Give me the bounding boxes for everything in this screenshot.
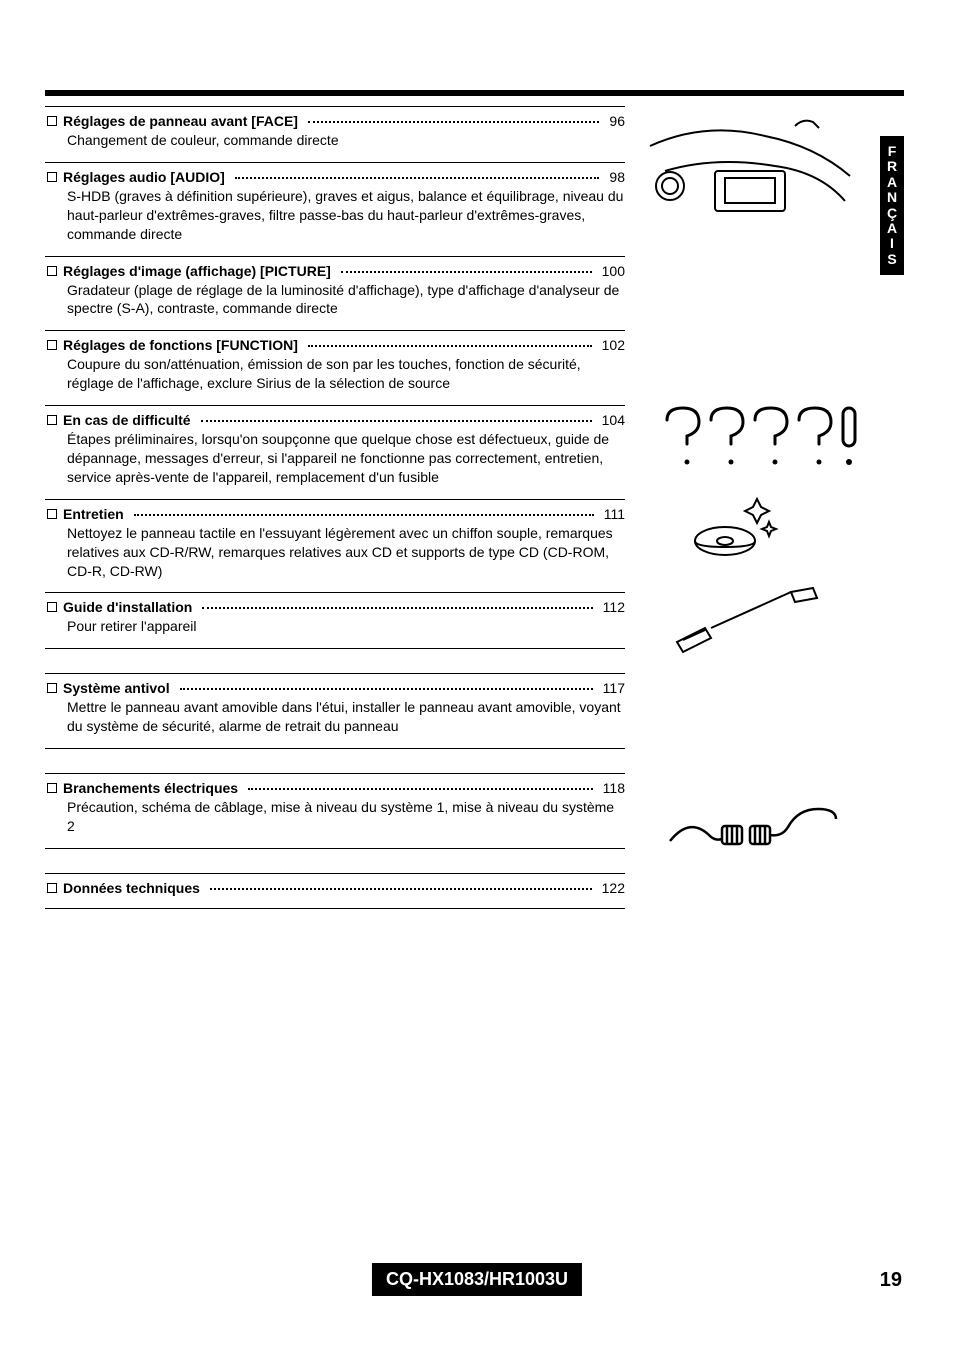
toc-entry: Branchements électriques 118 Précaution,… [45, 773, 625, 848]
toc-leader-dots [202, 607, 592, 609]
toc-description: Mettre le panneau avant amovible dans l'… [45, 698, 625, 736]
checkbox-bullet-icon [47, 783, 57, 793]
toc-leader-dots [308, 345, 592, 347]
toc-leader-dots [248, 788, 593, 790]
toc-description: Changement de couleur, commande directe [45, 131, 625, 150]
toc-page-number: 118 [603, 780, 625, 796]
toc-page-number: 102 [602, 337, 625, 353]
toc-leader-dots [341, 271, 592, 273]
toc-page-number: 96 [609, 113, 625, 129]
toc-title-row: Branchements électriques 118 [45, 780, 625, 796]
toc-title: Données techniques [63, 880, 200, 896]
toc-title-row: Réglages de panneau avant [FACE] 96 [45, 113, 625, 129]
toc-group: Branchements électriques 118 Précaution,… [45, 773, 625, 849]
toc-leader-dots [308, 121, 599, 123]
toc-leader-dots [210, 888, 592, 890]
question-marks-illustration-icon [655, 406, 865, 476]
toc-entry: Réglages audio [AUDIO] 98 S-HDB (graves … [45, 162, 625, 256]
toc-title-row: Réglages de fonctions [FUNCTION] 102 [45, 337, 625, 353]
checkbox-bullet-icon [47, 602, 57, 612]
toc-title: Système antivol [63, 680, 170, 696]
toc-entry: Réglages de panneau avant [FACE] 96 Chan… [45, 106, 625, 162]
toc-group: Réglages de panneau avant [FACE] 96 Chan… [45, 106, 625, 649]
checkbox-bullet-icon [47, 883, 57, 893]
toc-title: En cas de difficulté [63, 412, 191, 428]
language-tab: FRANÇAIS [880, 136, 904, 275]
toc-title: Réglages de fonctions [FUNCTION] [63, 337, 298, 353]
toc-title-row: Système antivol 117 [45, 680, 625, 696]
checkbox-bullet-icon [47, 172, 57, 182]
toc-title-row: En cas de difficulté 104 [45, 412, 625, 428]
toc-description: Gradateur (plage de réglage de la lumino… [45, 281, 625, 319]
car-stereo-illustration-icon [645, 116, 855, 226]
toc-entry: Guide d'installation 112 Pour retirer l'… [45, 592, 625, 648]
checkbox-bullet-icon [47, 266, 57, 276]
toc-entry: Réglages de fonctions [FUNCTION] 102 Cou… [45, 330, 625, 405]
toc-title: Réglages d'image (affichage) [PICTURE] [63, 263, 331, 279]
toc-title: Entretien [63, 506, 124, 522]
checkbox-bullet-icon [47, 683, 57, 693]
toc-entry: Réglages d'image (affichage) [PICTURE] 1… [45, 256, 625, 331]
toc-title-row: Entretien 111 [45, 506, 625, 522]
toc-title-row: Données techniques 122 [45, 880, 625, 896]
toc-page-number: 117 [603, 680, 625, 696]
toc-title: Branchements électriques [63, 780, 238, 796]
manual-page: Réglages de panneau avant [FACE] 96 Chan… [0, 0, 954, 1346]
toc-page-number: 122 [602, 880, 625, 896]
cable-illustration-icon [665, 786, 845, 856]
toc-page-number: 100 [602, 263, 625, 279]
toc-description: S-HDB (graves à définition supérieure), … [45, 187, 625, 244]
toc-title: Réglages audio [AUDIO] [63, 169, 225, 185]
toc-entry: En cas de difficulté 104 Étapes prélimin… [45, 405, 625, 499]
toc-description: Étapes préliminaires, lorsqu'on soupçonn… [45, 430, 625, 487]
toc-page-number: 98 [609, 169, 625, 185]
checkbox-bullet-icon [47, 340, 57, 350]
toc-description: Pour retirer l'appareil [45, 617, 625, 636]
checkbox-bullet-icon [47, 509, 57, 519]
toc-group: Données techniques 122 [45, 873, 625, 909]
toc-description: Précaution, schéma de câblage, mise à ni… [45, 798, 625, 836]
toc-page-number: 104 [602, 412, 625, 428]
cd-sparkle-illustration-icon [685, 491, 785, 571]
toc-entry: Données techniques 122 [45, 873, 625, 908]
toc-title: Guide d'installation [63, 599, 192, 615]
toc-page-number: 112 [603, 599, 625, 615]
toc-title: Réglages de panneau avant [FACE] [63, 113, 298, 129]
page-number: 19 [880, 1269, 902, 1292]
toc-entry: Entretien 111 Nettoyez le panneau tactil… [45, 499, 625, 593]
toc-entry: Système antivol 117 Mettre le panneau av… [45, 673, 625, 748]
checkbox-bullet-icon [47, 116, 57, 126]
toc-leader-dots [201, 420, 592, 422]
illustration-sidebar: FRANÇAIS [645, 106, 904, 926]
toc-title-row: Réglages audio [AUDIO] 98 [45, 169, 625, 185]
toc-leader-dots [180, 688, 593, 690]
model-badge: CQ-HX1083/HR1003U [372, 1263, 582, 1296]
toc-description: Coupure du son/atténuation, émission de … [45, 355, 625, 393]
checkbox-bullet-icon [47, 415, 57, 425]
screwdriver-illustration-icon [665, 586, 825, 656]
toc-description: Nettoyez le panneau tactile en l'essuyan… [45, 524, 625, 581]
toc-leader-dots [235, 177, 600, 179]
toc-title-row: Réglages d'image (affichage) [PICTURE] 1… [45, 263, 625, 279]
toc-group: Système antivol 117 Mettre le panneau av… [45, 673, 625, 749]
content-area: Réglages de panneau avant [FACE] 96 Chan… [45, 106, 904, 926]
toc-column: Réglages de panneau avant [FACE] 96 Chan… [45, 106, 625, 926]
toc-leader-dots [134, 514, 594, 516]
toc-title-row: Guide d'installation 112 [45, 599, 625, 615]
toc-page-number: 111 [604, 506, 625, 522]
top-thick-rule [45, 90, 904, 96]
